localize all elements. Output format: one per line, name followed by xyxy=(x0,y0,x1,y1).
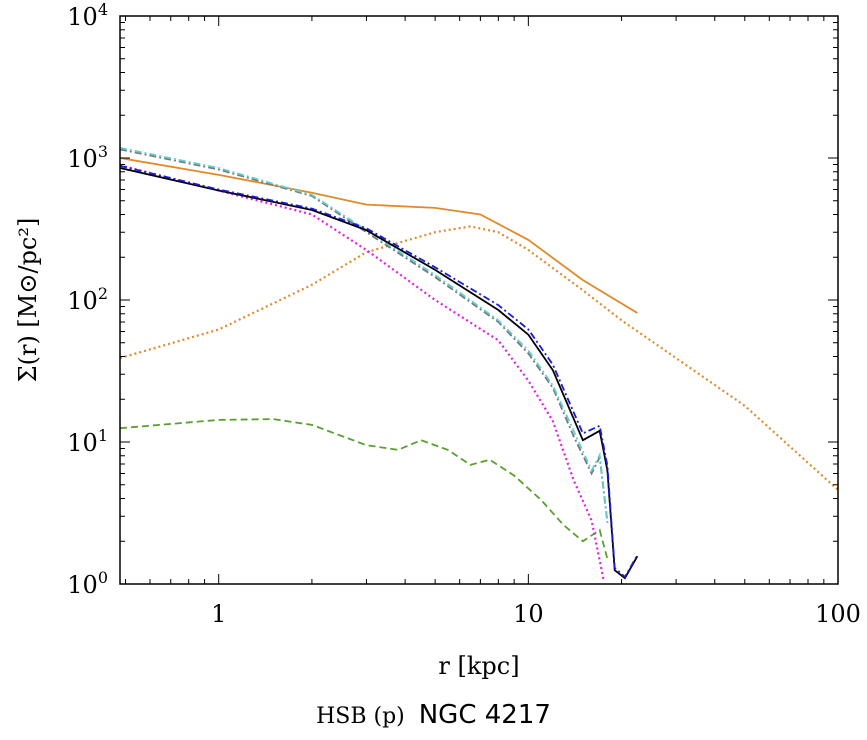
series-line-6 xyxy=(120,167,639,580)
chart: 1 10 100 100 101 102 103 104 r [kpc] Σ(r) [M⊙/pc²… xyxy=(14,0,861,680)
sample-label: HSB (p) xyxy=(316,704,405,729)
x-tick-label: 10 xyxy=(513,600,544,628)
y-tick-label: 104 xyxy=(67,0,108,31)
series-line-2 xyxy=(120,418,609,560)
y-axis-label: Σ(r) [M⊙/pc²] xyxy=(14,218,42,383)
series-line-5 xyxy=(120,146,609,521)
x-tick-label: 1 xyxy=(211,600,226,628)
y-tick-label: 103 xyxy=(67,142,108,173)
galaxy-name: NGC 4217 xyxy=(418,700,551,730)
series-line-7 xyxy=(120,165,639,579)
y-tick-label: 101 xyxy=(67,426,108,457)
series-line-1 xyxy=(120,157,638,314)
y-tick-label: 100 xyxy=(67,568,108,599)
x-tick-label: 100 xyxy=(815,600,861,628)
series-line-4 xyxy=(120,148,609,523)
series-line-0 xyxy=(120,225,838,491)
caption: HSB (p) NGC 4217 xyxy=(0,700,867,730)
x-axis-label: r [kpc] xyxy=(438,652,519,680)
series-line-3 xyxy=(120,164,605,581)
y-tick-label: 102 xyxy=(67,284,108,315)
plot-frame xyxy=(119,15,839,585)
